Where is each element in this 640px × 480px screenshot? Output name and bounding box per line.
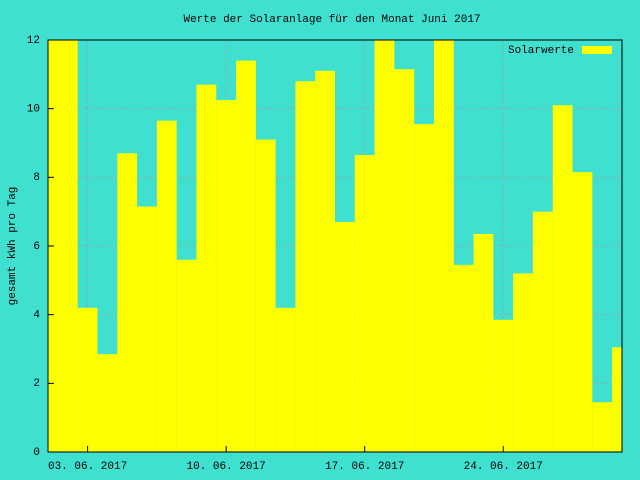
bar [612, 347, 622, 452]
bars [48, 40, 622, 452]
y-tick-label: 2 [33, 378, 40, 390]
axes: 0 2 4 6 8 10 12 03. 06. 2017 10. 06. 2017 17. 06.… [27, 35, 623, 473]
legend-swatch [582, 46, 612, 54]
chart-title: Werte der Solaranlage für den Monat Juni… [183, 14, 480, 26]
bar [532, 211, 553, 452]
bar [374, 40, 395, 452]
bar [176, 259, 197, 452]
bar [473, 233, 494, 452]
y-tick-label: 12 [27, 35, 40, 47]
bar [255, 139, 276, 452]
bar [196, 84, 217, 452]
bar [513, 273, 533, 452]
bar [295, 81, 316, 452]
x-tick-label: 03. 06. 2017 [48, 461, 127, 473]
y-tick-label: 10 [27, 104, 40, 116]
bar [552, 105, 573, 452]
bar [354, 155, 375, 452]
plot-frame [47, 39, 623, 453]
bar [414, 124, 434, 452]
legend-label: Solarwerte [508, 45, 574, 57]
y-axis-label: gesamt kWh pro Tag [7, 187, 19, 306]
bar [335, 221, 355, 452]
bar [137, 206, 157, 452]
bar [156, 120, 177, 452]
bar [572, 172, 593, 452]
bar [394, 69, 415, 452]
x-tick-label: 17. 06. 2017 [325, 461, 404, 473]
bar [117, 153, 138, 452]
bar [236, 60, 256, 452]
bar [433, 40, 454, 452]
x-tick-label: 24. 06. 2017 [464, 461, 543, 473]
y-tick-label: 4 [33, 310, 40, 322]
bar [216, 100, 237, 452]
bar [275, 307, 296, 452]
y-tick-label: 8 [33, 172, 40, 184]
bar [77, 307, 98, 452]
bar [57, 40, 78, 452]
y-tick-label: 0 [33, 447, 40, 459]
x-tick-label: 10. 06. 2017 [187, 461, 266, 473]
bar [592, 402, 613, 452]
bar [97, 354, 118, 452]
bar [493, 319, 514, 452]
bar [453, 264, 474, 452]
y-tick-label: 6 [33, 241, 40, 253]
bar [315, 70, 335, 452]
